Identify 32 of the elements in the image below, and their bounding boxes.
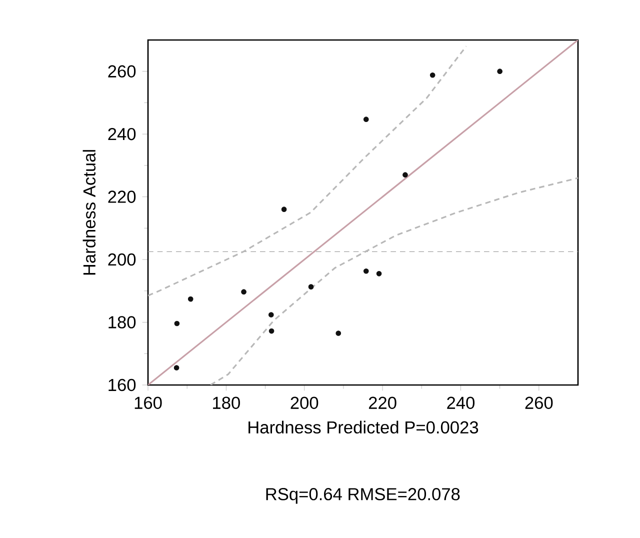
point xyxy=(497,68,502,74)
y-axis-title: Hardness Actual xyxy=(82,150,96,275)
x-tick-label: 220 xyxy=(368,396,396,409)
x-tick-label: 200 xyxy=(290,396,318,409)
y-tick-label: 200 xyxy=(108,253,136,266)
point xyxy=(336,330,342,336)
point xyxy=(174,320,180,326)
y-tick-label: 240 xyxy=(108,128,136,140)
point xyxy=(363,116,369,122)
y-tick-label: 180 xyxy=(108,316,136,328)
x-tick-label: 160 xyxy=(134,396,162,409)
text: RSq=0.64 RMSE=20.078 xyxy=(266,488,460,504)
x-tick-label: 260 xyxy=(525,396,553,409)
point xyxy=(188,296,194,302)
y-tick-label: 260 xyxy=(108,65,136,78)
point xyxy=(376,270,382,276)
point xyxy=(430,72,436,78)
x-tick-label: 180 xyxy=(213,396,240,409)
x-tick-label: 240 xyxy=(447,396,475,409)
line-series xyxy=(210,177,578,385)
y-tick-label: 160 xyxy=(108,378,136,392)
point xyxy=(268,312,274,318)
y-tick-label: 220 xyxy=(108,190,136,203)
point xyxy=(402,172,408,178)
point xyxy=(268,328,274,334)
point xyxy=(308,284,314,290)
point xyxy=(174,365,180,370)
point xyxy=(363,268,369,274)
point xyxy=(281,206,287,212)
x-axis-title: Hardness Predicted P=0.0023 xyxy=(248,420,478,434)
line-series xyxy=(148,45,467,296)
point xyxy=(241,289,246,295)
